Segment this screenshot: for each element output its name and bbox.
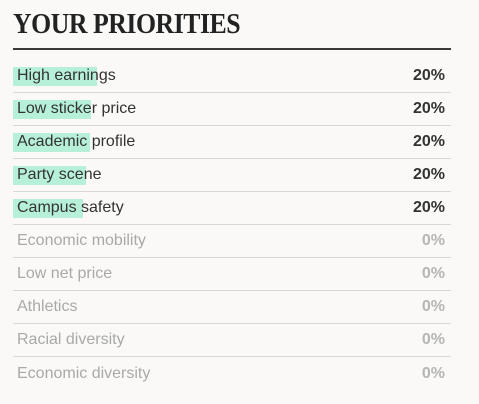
priority-row[interactable]: Low sticker price 20% — [13, 93, 451, 126]
priority-percent: 0% — [421, 331, 445, 348]
priority-label: Athletics — [17, 298, 78, 315]
priority-label: Racial diversity — [17, 331, 125, 348]
priority-row[interactable]: Party scene 20% — [13, 159, 451, 192]
priority-row[interactable]: Economic mobility 0% — [13, 225, 451, 258]
priority-row[interactable]: Economic diversity 0% — [13, 357, 451, 390]
priority-percent: 0% — [421, 265, 445, 282]
priorities-panel: YOUR PRIORITIES High earnings 20% Low stic… — [13, 0, 451, 390]
priority-highlight — [13, 133, 90, 152]
priority-highlight — [13, 199, 83, 218]
priority-percent: 20% — [412, 166, 445, 183]
priority-row[interactable]: Athletics 0% — [13, 291, 451, 324]
priority-label: Economic mobility — [17, 232, 146, 249]
panel-title: YOUR PRIORITIES — [13, 9, 241, 40]
priority-percent: 0% — [421, 364, 445, 382]
priority-percent: 20% — [412, 67, 445, 84]
priority-label: Campus safety — [17, 199, 124, 216]
priority-percent: 20% — [412, 133, 445, 150]
priority-row[interactable]: Academic profile 20% — [13, 126, 451, 159]
priority-label: Party scene — [17, 166, 102, 183]
priority-label: Academic profile — [17, 133, 136, 150]
priority-percent: 20% — [412, 199, 445, 216]
priority-highlight — [13, 166, 86, 185]
priority-row[interactable]: High earnings 20% — [13, 60, 451, 93]
priority-percent: 0% — [421, 232, 445, 249]
priority-percent: 0% — [421, 298, 445, 315]
priority-row[interactable]: Low net price 0% — [13, 258, 451, 291]
priority-row[interactable]: Racial diversity 0% — [13, 324, 451, 357]
priority-label: Low net price — [17, 265, 113, 282]
title-divider — [13, 48, 451, 50]
priorities-list: High earnings 20% Low sticker price 20% Acad… — [13, 60, 451, 390]
priority-label: Economic diversity — [17, 364, 151, 382]
priority-percent: 20% — [412, 100, 445, 117]
priority-row[interactable]: Campus safety 20% — [13, 192, 451, 225]
priority-highlight — [13, 100, 91, 119]
priority-label: High earnings — [17, 67, 116, 84]
priority-label: Low sticker price — [17, 100, 137, 117]
priority-highlight — [13, 67, 97, 86]
